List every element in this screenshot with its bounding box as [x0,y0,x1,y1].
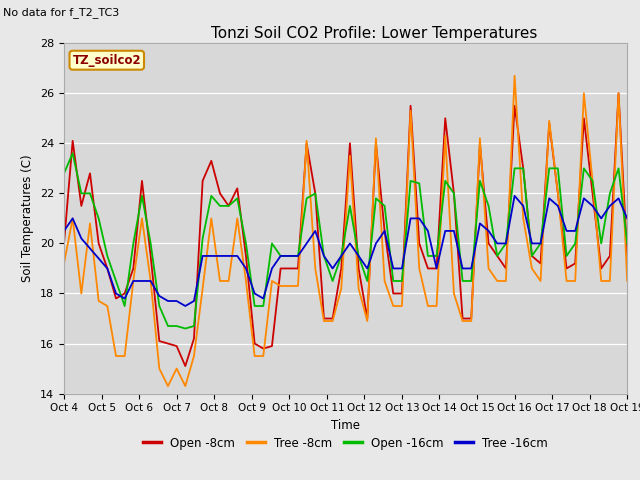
Open -8cm [207,158,215,164]
X-axis label: Time: Time [331,419,360,432]
Open -8cm [60,240,68,246]
Tree -8cm [242,278,250,284]
Open -16cm [520,166,527,171]
Open -8cm [182,363,189,369]
Tree -16cm [511,193,518,199]
Open -8cm [511,103,518,108]
Y-axis label: Soil Temperatures (C): Soil Temperatures (C) [22,155,35,282]
Open -8cm [242,253,250,259]
Line: Open -8cm: Open -8cm [64,93,627,366]
Legend: Open -8cm, Tree -8cm, Open -16cm, Tree -16cm: Open -8cm, Tree -8cm, Open -16cm, Tree -… [138,432,553,454]
Tree -8cm [207,216,215,221]
Open -8cm [614,90,622,96]
Title: Tonzi Soil CO2 Profile: Lower Temperatures: Tonzi Soil CO2 Profile: Lower Temperatur… [211,25,537,41]
Open -16cm [182,325,189,331]
Text: TZ_soilco2: TZ_soilco2 [72,54,141,67]
Open -16cm [329,278,337,284]
Tree -16cm [320,253,328,259]
Tree -16cm [242,265,250,271]
Tree -8cm [320,318,328,324]
Open -8cm [312,191,319,196]
Tree -8cm [60,261,68,266]
Open -16cm [69,150,77,156]
Open -16cm [320,253,328,259]
Open -8cm [320,316,328,322]
Open -16cm [623,240,631,246]
Tree -8cm [104,303,111,309]
Tree -8cm [520,216,527,221]
Tree -16cm [207,253,215,259]
Open -16cm [216,203,224,209]
Open -16cm [112,278,120,284]
Tree -16cm [520,203,527,209]
Tree -16cm [182,303,189,309]
Text: No data for f_T2_TC3: No data for f_T2_TC3 [3,7,120,18]
Line: Tree -16cm: Tree -16cm [64,196,627,306]
Tree -16cm [60,228,68,234]
Line: Open -16cm: Open -16cm [64,153,627,328]
Open -16cm [251,303,259,309]
Tree -8cm [164,383,172,389]
Tree -8cm [511,73,518,79]
Tree -16cm [312,228,319,234]
Tree -16cm [104,265,111,271]
Open -16cm [60,170,68,176]
Open -8cm [623,253,631,259]
Line: Tree -8cm: Tree -8cm [64,76,627,386]
Tree -8cm [312,265,319,271]
Tree -16cm [623,216,631,221]
Tree -8cm [623,278,631,284]
Open -8cm [104,265,111,271]
